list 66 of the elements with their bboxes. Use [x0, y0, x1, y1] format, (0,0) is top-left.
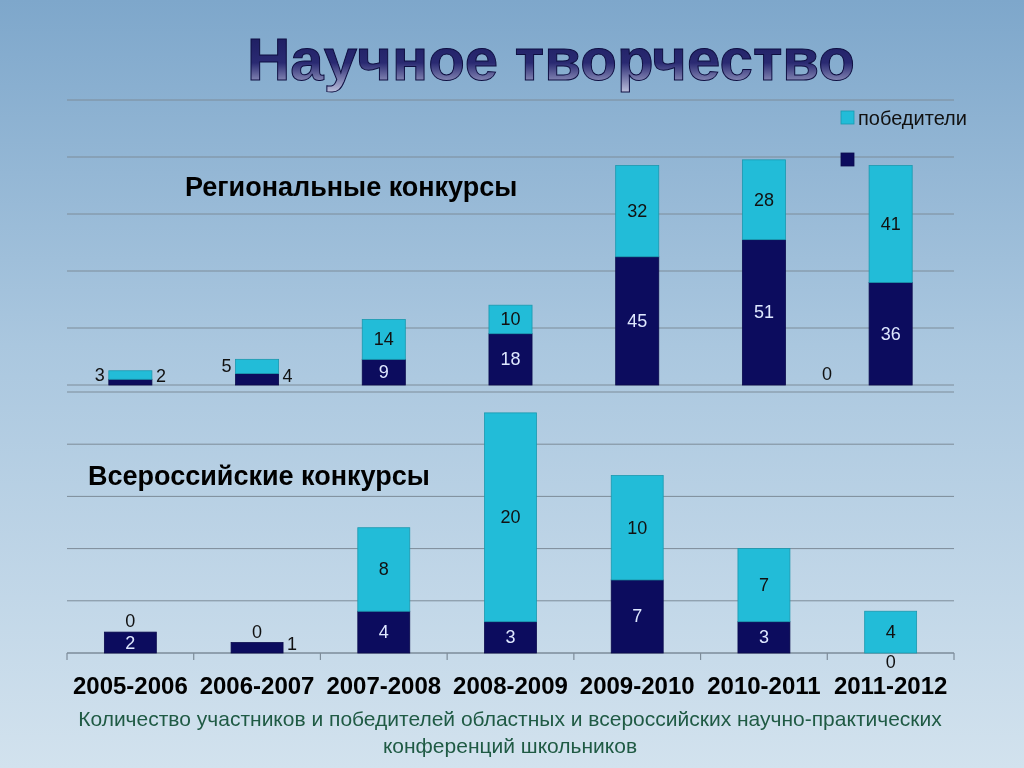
data-label: 4 [378, 622, 389, 643]
bar [488, 304, 533, 335]
data-label: 4 [282, 366, 293, 386]
data-label: 3 [94, 365, 105, 386]
text: Региональные конкурсы [185, 172, 518, 202]
data-label: 10 [627, 517, 648, 538]
bar [103, 631, 157, 654]
bar [737, 548, 791, 623]
bar [108, 378, 153, 386]
data-label: 0 [125, 611, 136, 632]
bar [488, 333, 533, 386]
bar [741, 239, 786, 386]
bar [484, 621, 537, 654]
data-label: 4 [885, 622, 896, 643]
bar [737, 621, 791, 654]
bar [357, 527, 411, 612]
bar [610, 579, 664, 654]
bar [235, 358, 280, 374]
data-label: 36 [880, 323, 901, 344]
data-label: 5 [221, 356, 232, 377]
bar [361, 319, 406, 360]
data-label: 3 [505, 627, 516, 648]
bar [610, 475, 664, 581]
bar [108, 370, 153, 380]
data-label: 0 [885, 651, 896, 672]
x-tick-label: 2010-2011 [707, 672, 821, 699]
data-label: 1 [287, 634, 298, 654]
bar [235, 373, 280, 386]
data-label: 7 [632, 606, 643, 627]
bar [741, 159, 786, 241]
data-label: 51 [753, 302, 774, 323]
bar [484, 412, 537, 623]
data-label: 0 [252, 621, 263, 642]
x-tick-label: 2008-2009 [453, 672, 568, 699]
text: Количество участников и победителей областных и всероссийских научно-практических конференций школьников [78, 707, 943, 757]
chart-title: Научное творчество [246, 26, 856, 93]
bar [868, 165, 913, 283]
data-label: 28 [753, 189, 774, 210]
x-tick-label: 2011-2012 [833, 672, 948, 699]
x-tick-label: 2007-2008 [326, 672, 442, 699]
x-tick-label: 2009-2010 [579, 672, 695, 699]
data-label: 8 [378, 559, 389, 580]
data-label: 18 [500, 349, 521, 370]
bar [615, 256, 660, 386]
bar [357, 610, 411, 654]
bar [361, 358, 406, 386]
bar [868, 282, 913, 386]
text: Всероссийские конкурсы [88, 461, 430, 491]
data-label: 41 [880, 213, 901, 234]
data-label: 2 [125, 632, 136, 653]
legend-label: победители [858, 107, 967, 129]
annotation: 0 [821, 364, 833, 384]
data-label: 2 [155, 366, 166, 386]
data-label: 7 [758, 575, 769, 596]
data-label: 10 [500, 309, 521, 330]
bar [615, 165, 660, 258]
data-label: 45 [627, 310, 648, 331]
data-label: 3 [758, 627, 769, 648]
data-label: 32 [627, 201, 648, 222]
bar [864, 610, 918, 654]
data-label: 14 [373, 329, 394, 350]
x-tick-label: 2005-2006 [72, 672, 188, 699]
data-label: 20 [500, 507, 521, 528]
x-tick-label: 2006-2007 [199, 672, 315, 699]
bar [230, 642, 284, 654]
data-label: 9 [378, 362, 389, 383]
